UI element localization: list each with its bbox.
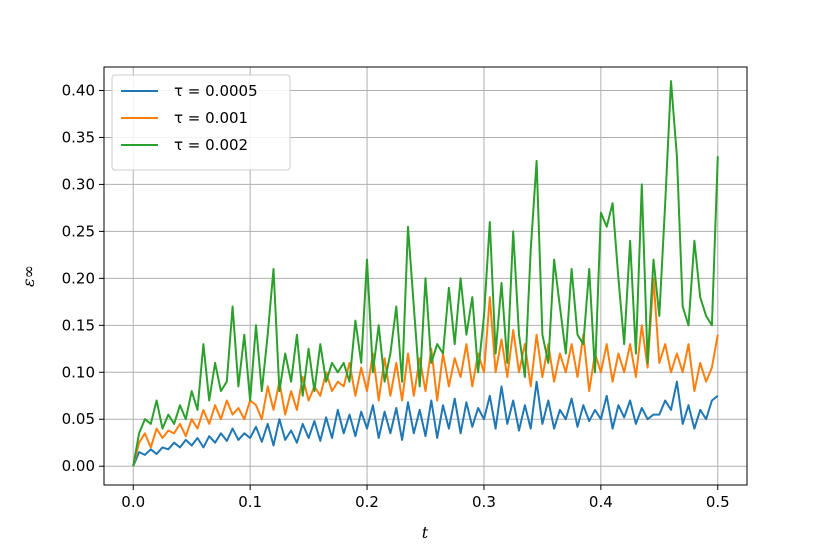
legend-box xyxy=(111,74,291,171)
y-tick-label: 0.25 xyxy=(62,222,95,240)
x-tick-label: 0.1 xyxy=(238,493,262,511)
series-line-3 xyxy=(132,80,719,467)
series-line-2 xyxy=(132,277,719,467)
x-tick-label: 0.3 xyxy=(472,493,496,511)
y-tick-label: 0.35 xyxy=(62,128,95,146)
series-group xyxy=(132,80,719,467)
x-axis-label: t xyxy=(422,523,429,542)
legend-label-1: τ = 0.0005 xyxy=(174,82,258,100)
x-tick-label: 0.2 xyxy=(355,493,379,511)
x-axis: 0.0 0.1 0.2 0.3 0.4 0.5 xyxy=(121,485,730,511)
y-axis-label: ε∞ xyxy=(19,265,38,287)
legend: τ = 0.0005 τ = 0.001 τ = 0.002 xyxy=(111,74,291,171)
x-tick-label: 0.5 xyxy=(706,493,730,511)
y-tick-label: 0.15 xyxy=(62,316,95,334)
y-tick-label: 0.40 xyxy=(62,81,95,99)
series-line-1 xyxy=(132,380,719,467)
legend-label-3: τ = 0.002 xyxy=(174,136,248,154)
plot-frame xyxy=(103,66,748,486)
y-tick-label: 0.00 xyxy=(62,457,95,475)
y-tick-label: 0.10 xyxy=(62,363,95,381)
y-tick-label: 0.05 xyxy=(62,410,95,428)
x-tick-label: 0.0 xyxy=(121,493,145,511)
legend-label-2: τ = 0.001 xyxy=(174,109,248,127)
x-tick-label: 0.4 xyxy=(589,493,613,511)
y-tick-label: 0.30 xyxy=(62,175,95,193)
y-tick-label: 0.20 xyxy=(62,269,95,287)
y-axis: 0.00 0.05 0.10 0.15 0.20 0.25 0.30 0.35 0.40 xyxy=(62,81,104,475)
